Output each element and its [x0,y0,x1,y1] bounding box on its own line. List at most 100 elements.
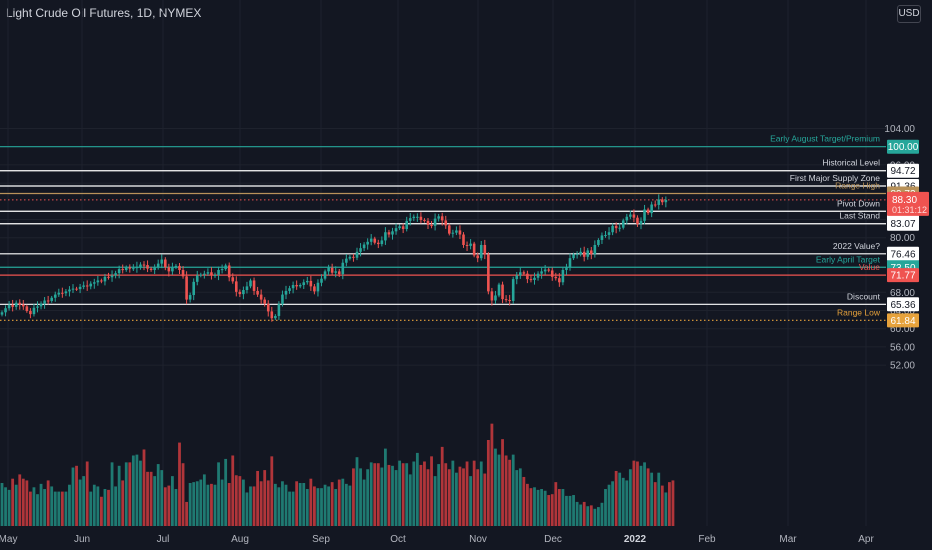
candle-body [341,262,345,275]
candle-body [18,302,22,305]
candle-body [327,267,330,272]
candle-body [664,199,668,203]
candle-body [337,271,341,275]
candle-body [650,204,653,214]
candle-body [323,271,327,279]
candle-body [36,306,39,308]
volume-bar [213,484,217,526]
volume-bar [600,502,604,526]
volume-bar [380,467,384,526]
volume-bar [270,456,274,526]
volume-bar [636,461,639,526]
candle-body [224,265,227,270]
volume-bar [156,464,160,526]
candle-body [82,285,85,287]
candle-body [132,268,135,270]
volume-bar [181,463,185,526]
candle-body [426,220,430,225]
candle-body [281,294,284,305]
candle-body [50,297,53,301]
volume-bar [68,484,71,526]
volume-bar [593,508,597,526]
volume-bar [327,486,330,526]
time-label: Jun [74,534,90,545]
level-label: Range Low [837,307,881,317]
candle-body [621,220,625,228]
candle-body [128,267,132,269]
volume-bar [597,507,600,526]
volume-bar [174,489,178,526]
volume-bar [660,485,664,526]
time-label: Aug [231,534,249,545]
candle-body [519,272,522,276]
volume-bar [430,456,433,526]
candle-body [653,204,657,206]
volume-bar [249,486,252,526]
candle-body [316,282,320,292]
candle-body [7,305,11,309]
level-label: Value [859,262,880,272]
candle-body [306,280,309,283]
candle-body [78,286,82,290]
volume-bar [469,476,472,526]
volume-bar [309,478,313,526]
volume-bar [224,458,228,526]
level-price-tag [887,163,919,178]
volume-bar [316,488,320,526]
volume-bar [586,506,590,526]
candle-body [110,275,114,278]
volume-bar [185,501,188,526]
volume-bar [171,476,174,526]
candle-body [387,232,391,235]
volume-bar [100,496,103,526]
level-label: Historical Level [822,158,880,168]
volume-bar [611,481,614,526]
volume-bar [554,482,558,526]
volume-bar [501,439,504,526]
candle-body [575,254,579,256]
volume-bar [344,483,348,526]
candle-body [497,284,501,296]
candle-body [156,263,160,268]
volume-bar [103,489,107,526]
volume-bar [259,481,263,526]
volume-bar [273,483,277,526]
candle-body [39,303,43,307]
level-lines: Early August Target/Premium Historical Le… [0,134,886,321]
currency-button[interactable]: USD [897,5,921,23]
candle-body [0,312,4,315]
candle-body [355,251,359,258]
candle-body [235,281,238,292]
volume-bar [643,462,646,526]
candle-body [61,292,64,294]
volume-bar [433,476,437,526]
candle-body [476,255,479,259]
volume-bar [135,454,139,526]
candle-body [96,280,100,283]
volume-bar [57,491,61,526]
price-tick-label: 80.00 [890,233,915,244]
volume-bar [359,468,362,526]
candle-body [444,220,448,226]
candle-body [586,250,590,257]
volume-bar [330,482,334,526]
candle-body [206,272,210,274]
level-price-tag-text: 71.77 [890,271,915,282]
volume-bar [575,501,579,526]
candle-body [29,310,32,315]
volume-bar [568,495,572,526]
candle-body [117,269,121,274]
candle-body [515,275,519,280]
candle-body [146,265,149,269]
candle-body [380,240,384,245]
volume-bar [355,457,359,526]
candle-body [121,269,124,271]
volume-bar [188,483,192,526]
volume-bar [504,455,508,526]
volume-bar [401,463,405,526]
volume-bar [71,467,75,526]
time-axis[interactable]: May Jun Jul Aug Sep Oct Nov Dec 2022 Feb Mar Apr [0,534,874,545]
volume-bar [114,486,117,526]
volume-bar [579,504,583,526]
